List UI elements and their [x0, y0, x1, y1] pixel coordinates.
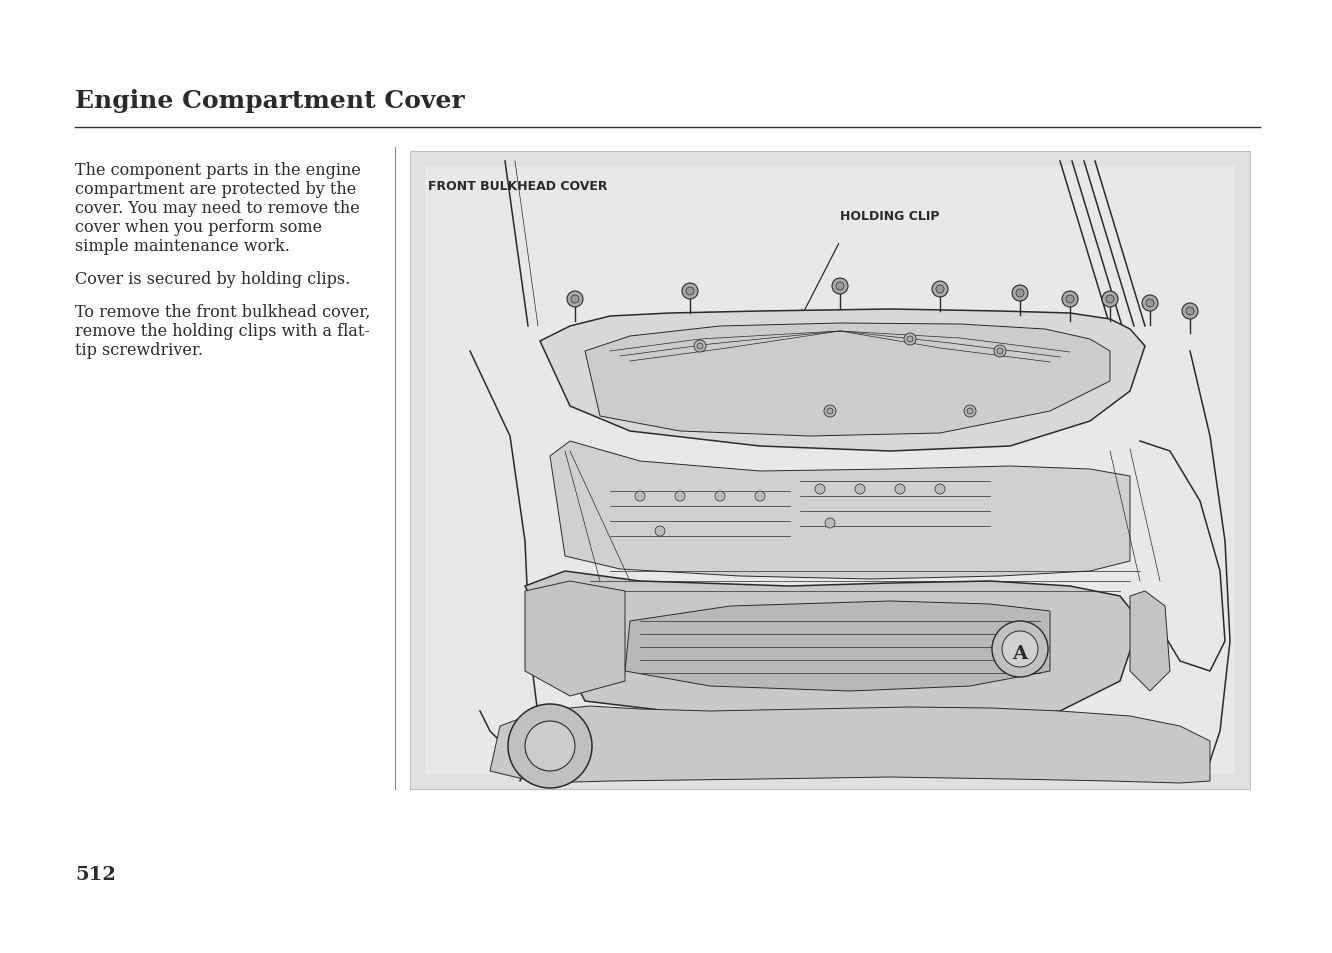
Circle shape — [1016, 290, 1024, 297]
Circle shape — [967, 409, 972, 415]
Circle shape — [686, 288, 694, 295]
Circle shape — [675, 492, 685, 501]
Circle shape — [1181, 304, 1197, 319]
Circle shape — [655, 526, 665, 537]
Circle shape — [1102, 292, 1118, 308]
Text: remove the holding clips with a flat-: remove the holding clips with a flat- — [75, 323, 370, 339]
Circle shape — [992, 621, 1048, 678]
Text: simple maintenance work.: simple maintenance work. — [75, 237, 290, 254]
Circle shape — [836, 283, 844, 291]
Polygon shape — [550, 441, 1130, 579]
Circle shape — [1012, 286, 1028, 302]
Circle shape — [1146, 299, 1154, 308]
Circle shape — [904, 334, 916, 346]
Polygon shape — [1130, 592, 1169, 691]
Circle shape — [907, 336, 912, 343]
Circle shape — [895, 484, 904, 495]
Polygon shape — [490, 706, 1209, 783]
Circle shape — [682, 284, 698, 299]
Polygon shape — [525, 572, 1140, 721]
Polygon shape — [525, 581, 625, 697]
Circle shape — [635, 492, 645, 501]
Text: Engine Compartment Cover: Engine Compartment Cover — [75, 89, 465, 112]
Circle shape — [571, 295, 579, 304]
Text: HOLDING CLIP: HOLDING CLIP — [840, 210, 939, 223]
Text: cover when you perform some: cover when you perform some — [75, 219, 322, 235]
Text: tip screwdriver.: tip screwdriver. — [75, 341, 202, 358]
Circle shape — [755, 492, 765, 501]
Circle shape — [567, 292, 583, 308]
Circle shape — [1106, 295, 1114, 304]
Circle shape — [994, 346, 1006, 357]
Circle shape — [855, 484, 864, 495]
Circle shape — [832, 278, 848, 294]
Polygon shape — [539, 310, 1146, 452]
Text: Cover is secured by holding clips.: Cover is secured by holding clips. — [75, 271, 350, 288]
Circle shape — [715, 492, 725, 501]
Text: A: A — [1012, 644, 1027, 662]
Polygon shape — [625, 601, 1050, 691]
Circle shape — [935, 484, 944, 495]
Circle shape — [936, 286, 944, 294]
Circle shape — [694, 340, 706, 353]
Circle shape — [964, 406, 976, 417]
Circle shape — [1066, 295, 1074, 304]
Text: To remove the front bulkhead cover,: To remove the front bulkhead cover, — [75, 304, 370, 320]
Circle shape — [697, 344, 703, 350]
Text: cover. You may need to remove the: cover. You may need to remove the — [75, 200, 360, 216]
Circle shape — [1002, 631, 1038, 667]
Circle shape — [827, 409, 832, 415]
Text: FRONT BULKHEAD COVER: FRONT BULKHEAD COVER — [428, 180, 607, 193]
Circle shape — [1185, 308, 1193, 315]
FancyBboxPatch shape — [425, 167, 1235, 774]
Text: 512: 512 — [75, 865, 116, 883]
Circle shape — [1142, 295, 1158, 312]
Circle shape — [825, 518, 835, 529]
Circle shape — [996, 349, 1003, 355]
Circle shape — [825, 406, 836, 417]
Circle shape — [1062, 292, 1078, 308]
Circle shape — [932, 282, 948, 297]
Circle shape — [815, 484, 825, 495]
Text: compartment are protected by the: compartment are protected by the — [75, 181, 356, 198]
Circle shape — [507, 704, 591, 788]
FancyBboxPatch shape — [410, 152, 1249, 789]
Polygon shape — [585, 324, 1110, 436]
Text: The component parts in the engine: The component parts in the engine — [75, 162, 361, 179]
Circle shape — [525, 721, 575, 771]
